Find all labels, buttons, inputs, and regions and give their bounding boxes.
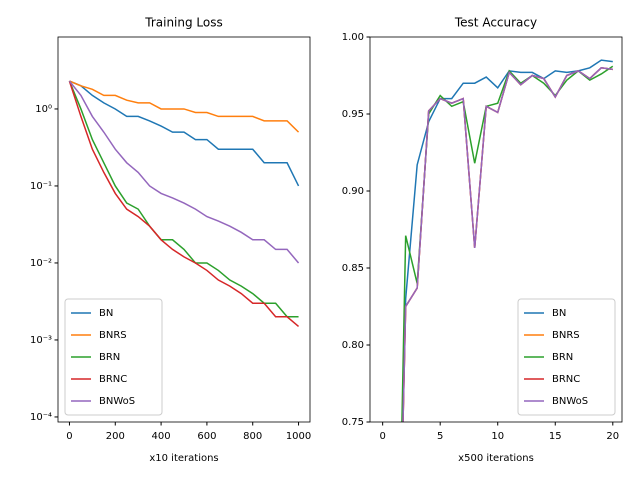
legend-label: BN [552, 308, 566, 319]
lines [401, 59, 614, 422]
y-tick-label: 10⁻⁴ [30, 412, 52, 423]
legend-label: BNWoS [99, 396, 135, 407]
x-tick-label: 10 [491, 431, 504, 442]
x-tick-label: 0 [66, 431, 72, 442]
x-tick-label: 5 [437, 431, 443, 442]
axes-frame [57, 36, 311, 423]
legend-label: BNRS [552, 330, 580, 341]
y-tick-label: 0.85 [342, 263, 364, 274]
legend-label: BNRS [99, 330, 127, 341]
legend-box [517, 298, 616, 416]
y-tick-label: 10⁻¹ [30, 181, 52, 192]
legend-box [64, 298, 163, 416]
series-line [402, 59, 613, 422]
x-tick-label: 20 [606, 431, 619, 442]
y-tick-label: 0.75 [342, 417, 364, 428]
panel-title: Training Loss [144, 16, 222, 30]
y-tick-label: 0.95 [342, 109, 364, 120]
x-tick-label: 400 [152, 431, 171, 442]
y-tick-label: 0.90 [342, 186, 364, 197]
axes-frame [369, 36, 623, 423]
series-line [69, 80, 300, 133]
series-line [68, 80, 299, 318]
legend-label: BRN [99, 352, 120, 363]
x-tick-label: 200 [106, 431, 125, 442]
legend-label: BRNC [99, 374, 127, 385]
x-tick-label: 600 [197, 431, 216, 442]
y-tick-label: 1.00 [342, 32, 364, 43]
x-tick-label: 1000 [286, 431, 311, 442]
panel: Training Loss x10 iterations 0 200 400 600 800… [30, 16, 311, 465]
y-tick-label: 10⁻² [30, 258, 52, 269]
x-tick-label: 800 [243, 431, 262, 442]
series-line [69, 80, 300, 187]
legend-label: BN [99, 308, 113, 319]
legend-label: BNWoS [552, 396, 588, 407]
y-tick-label: 0.80 [342, 340, 364, 351]
x-axis-label: x500 iterations [458, 453, 534, 464]
series-line [68, 80, 300, 264]
series-line [401, 65, 614, 422]
lines [68, 80, 300, 327]
x-axis-label: x10 iterations [149, 453, 218, 464]
panel-title: Test Accuracy [454, 16, 537, 30]
y-tick-label: 10⁰ [35, 104, 52, 115]
series-line [402, 67, 613, 422]
x-tick-label: 0 [379, 431, 385, 442]
series-line [68, 80, 300, 327]
legend-label: BRN [552, 352, 573, 363]
panel: Test Accuracy x500 iterations 0 5 10 15 20 0.75… [342, 16, 623, 464]
y-tick-label: 10⁻³ [30, 335, 52, 346]
x-tick-label: 15 [549, 431, 562, 442]
legend-label: BRNC [552, 374, 580, 385]
